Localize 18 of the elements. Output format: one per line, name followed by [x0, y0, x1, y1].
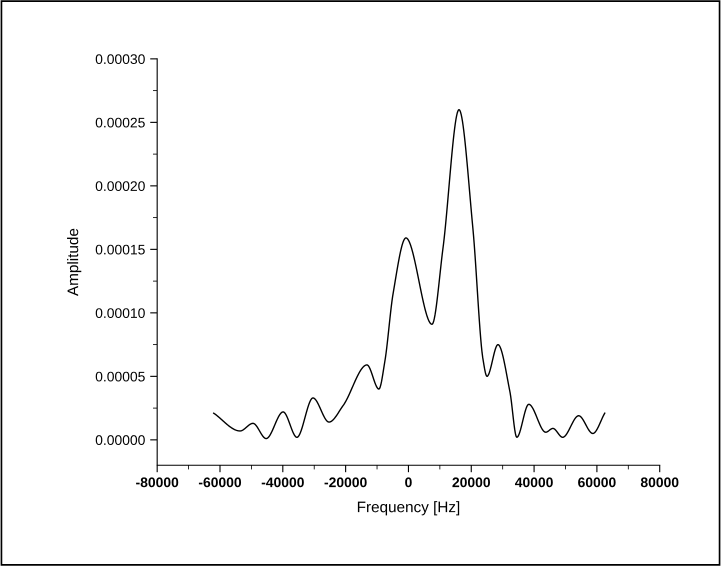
x-tick-label: -80000 [136, 477, 178, 488]
x-tick-label: 0 [405, 477, 412, 488]
y-tick-label: 0.00005 [96, 372, 145, 382]
x-tick-label: -60000 [198, 477, 242, 488]
x-tick-label: -40000 [262, 477, 304, 488]
x-tick-label: 80000 [640, 477, 678, 488]
x-tick-label: 20000 [452, 477, 490, 488]
y-tick-label: 0.00030 [96, 54, 145, 64]
y-tick-label: 0.00025 [96, 118, 145, 128]
y-axis-title: Amplitude [67, 228, 82, 296]
y-tick-label: 0.00015 [96, 244, 145, 255]
x-tick-label: 40000 [514, 477, 553, 488]
y-tick-label: 0.00020 [96, 181, 145, 192]
y-tick-label: 0.00000 [96, 435, 145, 446]
x-tick-label: -20000 [324, 477, 367, 488]
x-axis-title: Frequency [Hz] [358, 501, 460, 516]
x-tick-label: 60000 [578, 477, 616, 488]
y-tick-label: 0.00010 [96, 308, 145, 318]
